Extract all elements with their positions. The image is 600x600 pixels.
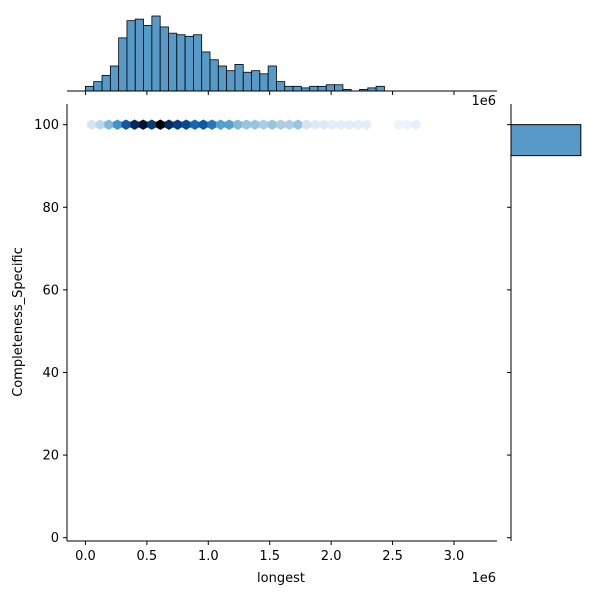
hexbin-cell	[207, 119, 217, 130]
y-tick-label: 60	[42, 283, 59, 298]
x-tick-label: 0.0	[75, 549, 96, 564]
y-tick-label: 80	[42, 201, 59, 216]
hexbin-cell	[250, 119, 260, 130]
x-axis-label: longest	[257, 571, 305, 586]
x-offset-text: 1e6	[471, 571, 496, 586]
hexbin-cell	[233, 119, 243, 130]
hexbin-cell	[402, 119, 412, 130]
top-hist-bar	[234, 64, 244, 92]
x-axis-ticks: 0.0 0.5 1.0 1.5 2.0 2.5 3.0	[75, 541, 464, 564]
top-hist-bar	[126, 20, 136, 92]
top-hist-bar	[267, 65, 277, 92]
top-hist-bar	[292, 85, 302, 92]
top-hist-bar	[317, 85, 327, 92]
hexbin-cell	[310, 119, 320, 130]
top-marginal-histogram	[85, 15, 385, 92]
top-hist-bar	[192, 34, 203, 92]
hexbin-cell	[276, 119, 286, 130]
hexbin-cell	[362, 119, 372, 130]
top-hist-bar	[109, 65, 120, 92]
hexbin-cell	[411, 119, 421, 130]
top-hist-bar	[143, 24, 153, 92]
hexbin-cell	[155, 119, 165, 130]
x-tick-label: 2.5	[382, 549, 403, 564]
hexbin-cell	[284, 119, 294, 130]
top-hist-bar	[276, 81, 286, 92]
top-hist-bar	[134, 18, 144, 92]
hexbin-cell	[130, 119, 140, 130]
x-tick-label: 2.0	[321, 549, 342, 564]
hexbin-cell	[173, 119, 183, 130]
hexbin-cell	[164, 119, 174, 130]
hexbin-cell	[267, 119, 277, 130]
y-axis-ticks: 0 20 40 60 80 100	[34, 118, 67, 546]
x-tick-label: 1.5	[259, 549, 280, 564]
x-tick-label: 1.0	[198, 549, 219, 564]
top-hist-bar	[151, 15, 161, 92]
top-hist-bar	[375, 85, 385, 92]
hexbin-cell	[138, 119, 148, 130]
hexbin-cell	[259, 119, 269, 130]
hexbin-cell	[293, 119, 303, 130]
top-hist-bar	[325, 84, 335, 92]
top-hist-bar	[168, 32, 178, 92]
hexbin-cell	[336, 119, 346, 130]
hexbin-cell	[198, 119, 208, 130]
hexbin-cell	[345, 119, 355, 130]
top-hist-bar	[101, 74, 111, 92]
top-hist-bar	[242, 71, 252, 92]
top-hist-bar	[226, 70, 236, 92]
hexbin-cell	[224, 119, 234, 130]
right-marginal-histogram	[510, 124, 582, 157]
top-hist-bar	[309, 85, 319, 92]
hexbin-cell	[353, 119, 363, 130]
top-hist-bar	[284, 85, 294, 92]
top-hist-bar	[176, 34, 186, 92]
top-hist-bar	[159, 26, 169, 92]
y-tick-label: 0	[51, 531, 59, 546]
hexbin-layer	[87, 119, 421, 130]
top-hist-bar	[251, 70, 261, 92]
top-hist-bar	[85, 85, 95, 92]
right-hist-ticks	[507, 124, 511, 539]
hexbin-cell	[327, 119, 337, 130]
y-tick-label: 100	[34, 118, 59, 133]
hexbin-cell	[394, 119, 404, 130]
hexbin-cell	[319, 119, 329, 130]
hexbin-cell	[241, 119, 251, 130]
top-hist-bar	[201, 51, 211, 92]
hexbin-cell	[302, 119, 312, 130]
top-hist-bar	[184, 35, 194, 92]
top-hist-bar	[118, 37, 128, 92]
hexbin-cell	[121, 119, 131, 130]
top-hist-bar	[93, 81, 103, 92]
right-hist-bar	[510, 124, 582, 157]
top-hist-bar	[217, 65, 228, 92]
hexbin-cell	[112, 119, 122, 130]
hexbin-cell	[147, 119, 157, 130]
hexbin-cell	[95, 119, 105, 130]
hexbin-cell	[190, 119, 200, 130]
top-hist-bar	[209, 59, 219, 92]
top-hist-bar	[334, 84, 344, 92]
y-tick-label: 40	[42, 366, 59, 381]
hexbin-cell	[181, 119, 191, 130]
x-tick-label: 0.5	[137, 549, 158, 564]
x-tick-label: 3.0	[444, 549, 465, 564]
hexbin-cell	[87, 119, 97, 130]
hexbin-cell	[216, 119, 226, 130]
y-axis-label: Completeness_Specific	[11, 247, 26, 397]
y-tick-label: 20	[42, 449, 59, 464]
top-hist-ticks	[84, 91, 455, 95]
top-hist-bar	[259, 73, 269, 92]
hexbin-cell	[104, 119, 114, 130]
top-offset-text: 1e6	[471, 94, 496, 109]
